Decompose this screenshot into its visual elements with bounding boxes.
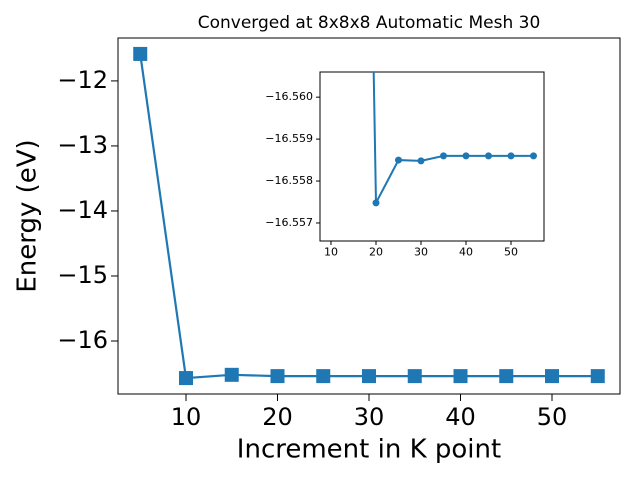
y-tick-label: −13	[57, 131, 108, 159]
marker	[439, 152, 447, 160]
marker	[362, 369, 376, 384]
x-tick-label: 40	[459, 246, 473, 259]
x-tick-label: 50	[537, 403, 568, 431]
y-tick-label: −16.557	[265, 216, 313, 229]
marker	[224, 367, 239, 382]
x-tick-label: 20	[369, 246, 383, 259]
marker	[462, 152, 470, 160]
x-tick-label: 20	[262, 403, 293, 431]
y-tick-label: −14	[57, 196, 108, 224]
marker	[394, 156, 402, 164]
plot-area	[133, 46, 605, 386]
x-tick-label: 10	[171, 403, 202, 431]
marker	[545, 369, 560, 384]
x-tick-label: 40	[445, 403, 476, 431]
chart-title: Converged at 8x8x8 Automatic Mesh 30	[198, 13, 541, 33]
marker	[270, 369, 285, 384]
y-tick-label: −16.558	[265, 174, 313, 187]
x-tick-label: 10	[324, 246, 338, 259]
marker	[133, 46, 148, 61]
marker	[372, 199, 380, 207]
y-tick-label: −16	[57, 326, 108, 354]
y-tick-label: −15	[57, 261, 108, 289]
marker	[316, 369, 331, 384]
y-tick-label: −16.559	[265, 132, 313, 145]
marker	[499, 369, 514, 384]
marker	[485, 152, 493, 160]
x-axis-label: Increment in K point	[237, 435, 501, 465]
marker	[590, 369, 605, 384]
marker	[178, 371, 193, 386]
marker	[407, 369, 422, 384]
x-tick-label: 30	[414, 246, 428, 259]
marker	[453, 369, 468, 384]
marker	[417, 157, 425, 165]
marker	[530, 152, 538, 160]
plot-area	[372, 72, 538, 207]
x-tick-label: 30	[354, 403, 385, 431]
y-axis-label: Energy (eV)	[13, 139, 43, 292]
y-tick-label: −12	[57, 66, 108, 94]
y-tick-label: −16.560	[265, 90, 313, 103]
marker	[507, 152, 515, 160]
x-tick-label: 50	[504, 246, 518, 259]
